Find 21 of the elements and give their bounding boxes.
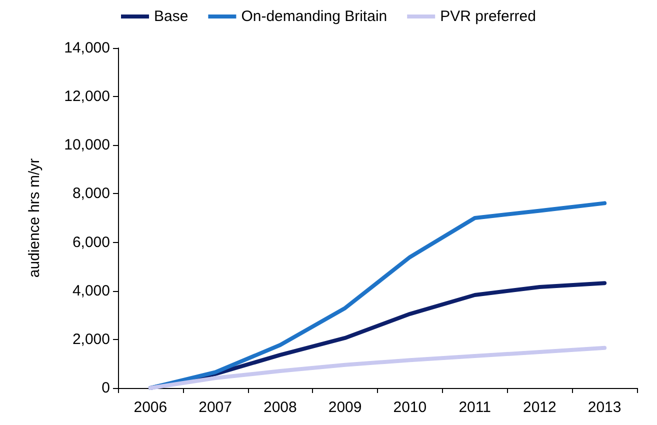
legend-label: On-demanding Britain: [241, 8, 388, 25]
x-tick-label: 2008: [264, 399, 297, 416]
y-tick-label: 8,000: [72, 185, 110, 202]
x-tick-label: 2010: [393, 399, 427, 416]
y-axis-title: audience hrs m/yr: [26, 158, 43, 278]
y-tick-label: 0: [102, 380, 110, 396]
x-tick-label: 2009: [328, 399, 362, 416]
x-tick-label: 2007: [198, 399, 232, 416]
x-tick-label: 2013: [588, 399, 622, 416]
legend-label: Base: [154, 8, 188, 25]
y-tick-label: 10,000: [64, 136, 110, 154]
x-tick-label: 2006: [134, 399, 168, 416]
line-series: [148, 346, 607, 390]
legend-label: PVR preferred: [440, 8, 536, 25]
x-tick-label: 2011: [458, 399, 491, 416]
y-tick-label: 14,000: [64, 40, 110, 56]
x-tick-label: 2012: [523, 399, 556, 416]
y-tick-label: 12,000: [64, 88, 110, 106]
y-tick-label: 6,000: [72, 234, 110, 251]
y-tick-label: 4,000: [72, 282, 110, 300]
y-tick-label: 2,000: [72, 330, 110, 348]
